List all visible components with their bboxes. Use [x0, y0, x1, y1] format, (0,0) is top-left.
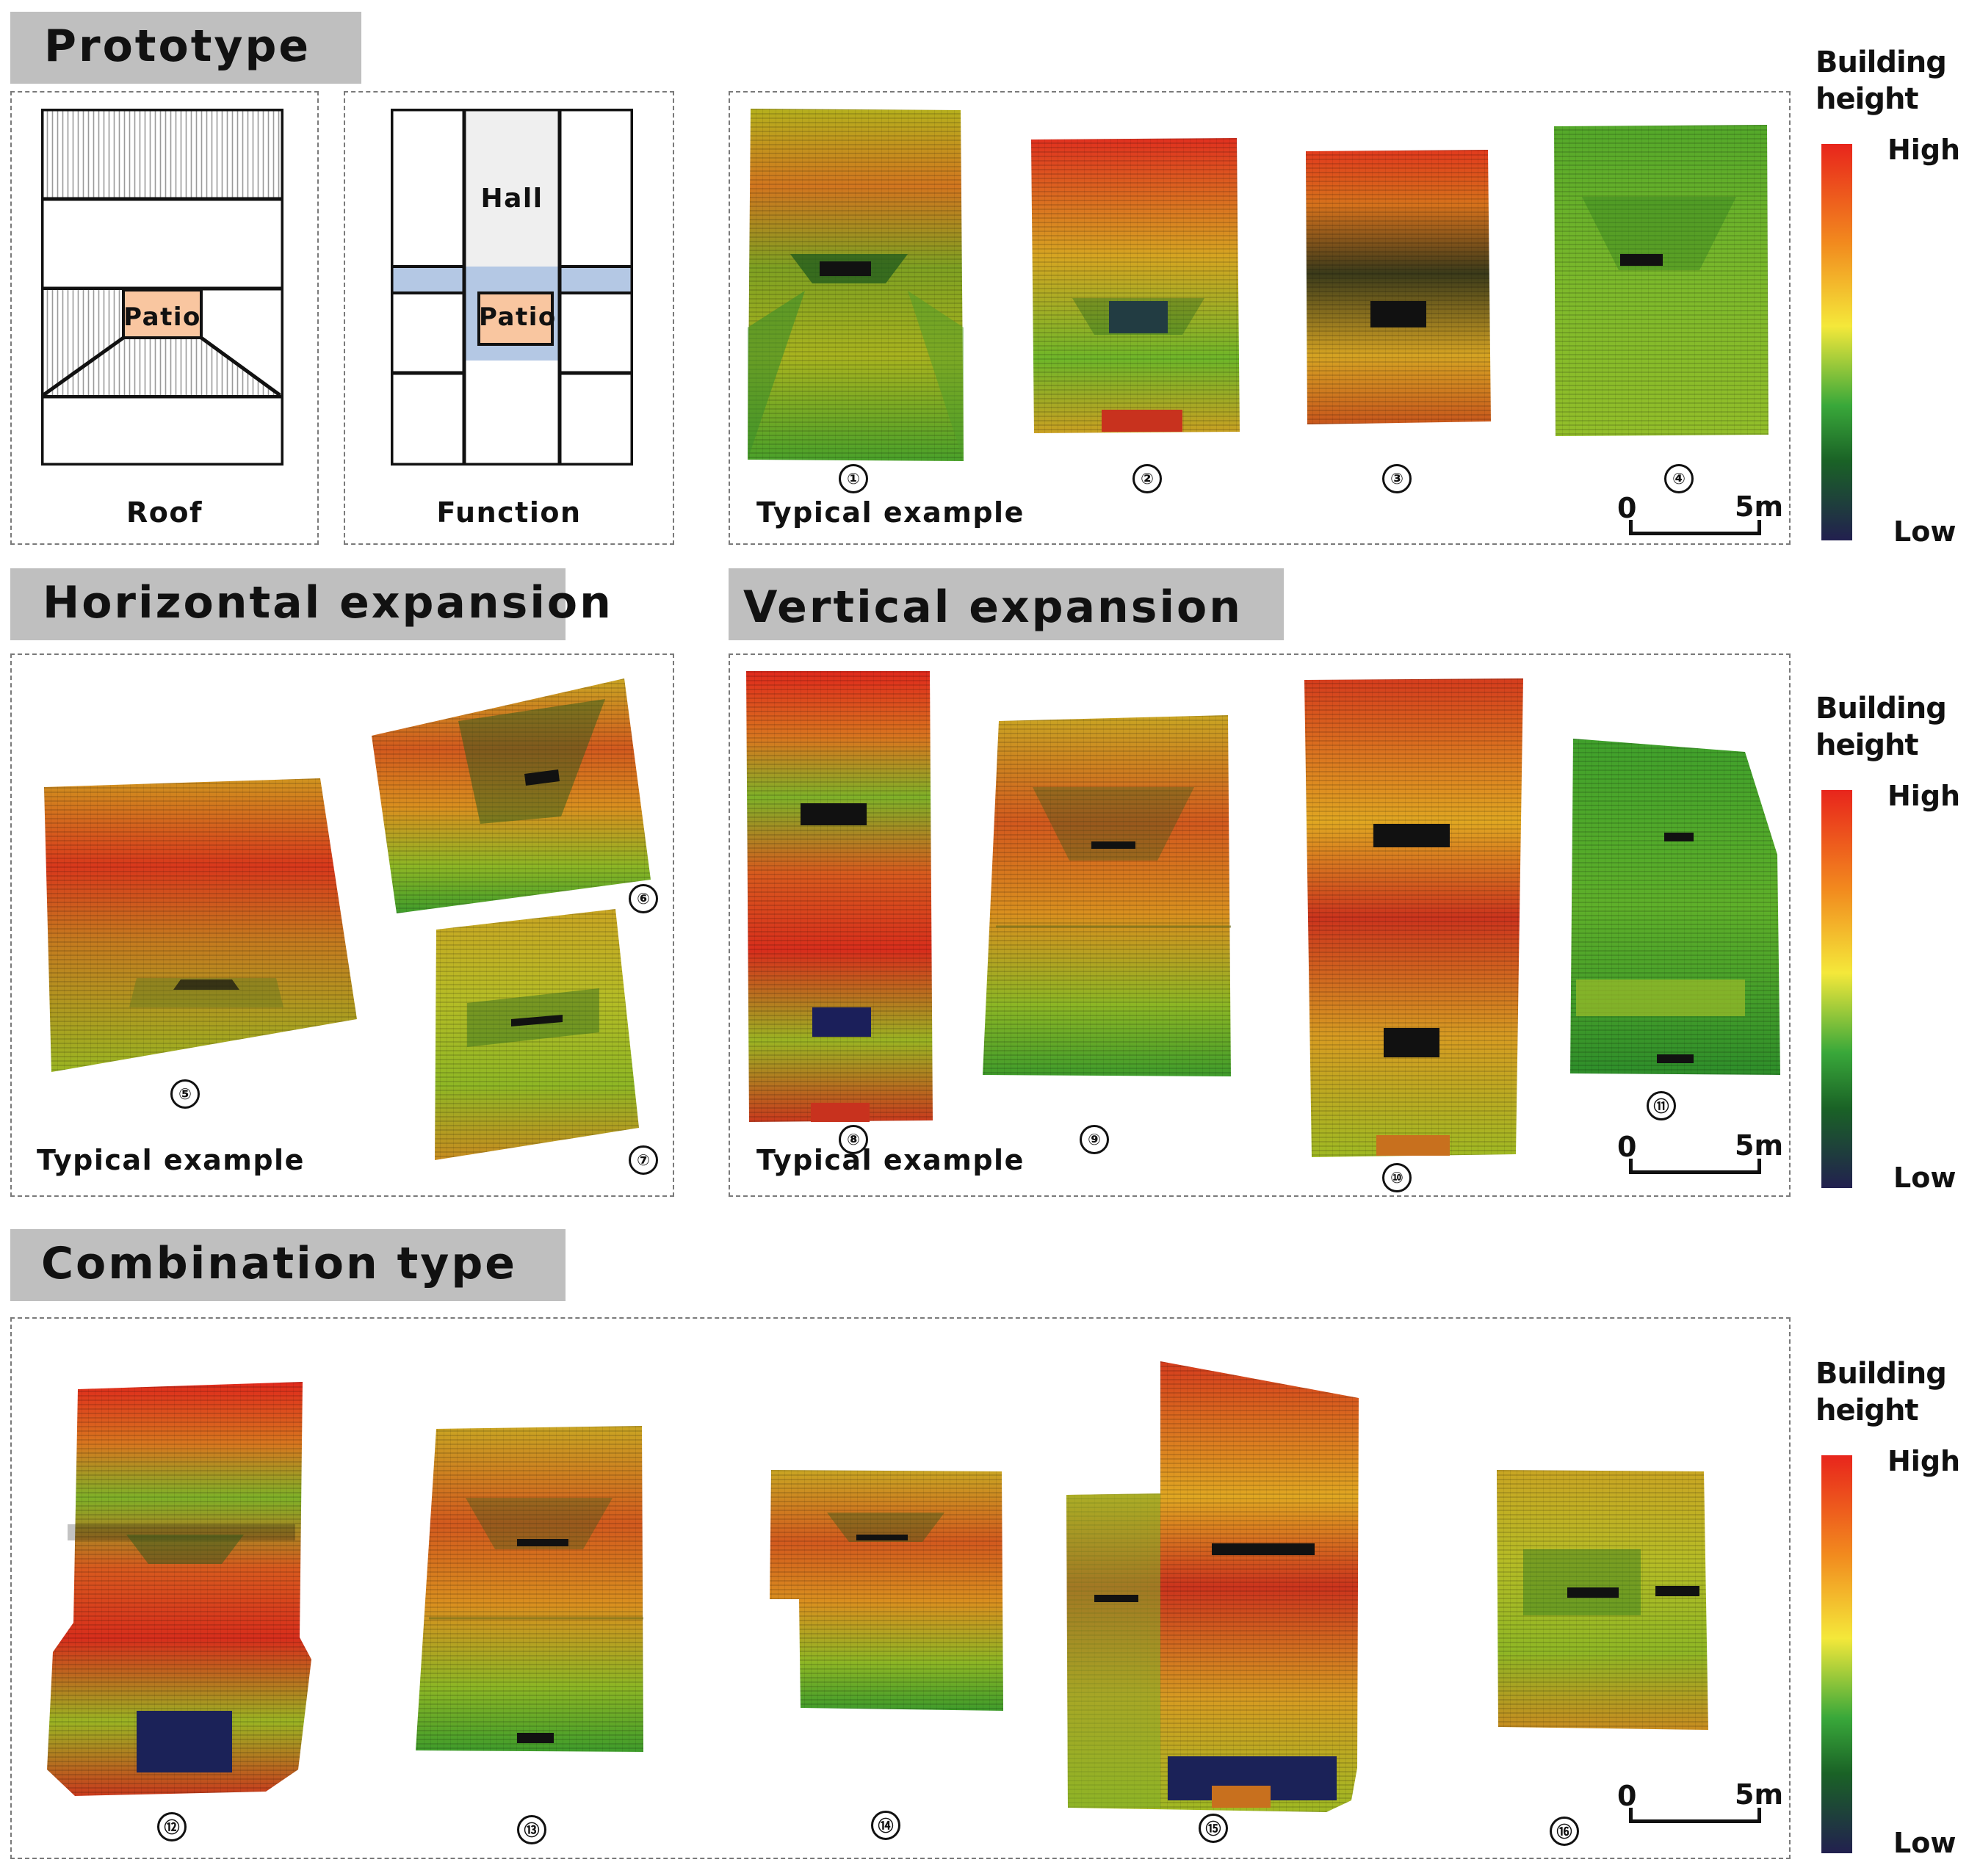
legend-2-color-bar — [1821, 790, 1852, 1188]
legend-1-high: High — [1887, 134, 1961, 166]
scale-bar-3-end: 5m — [1735, 1778, 1784, 1811]
example-number-1: ① — [839, 464, 868, 493]
building-point-cloud-16 — [1497, 1470, 1708, 1730]
building-point-cloud-7 — [435, 909, 639, 1160]
legend-3-low: Low — [1893, 1827, 1957, 1859]
building-point-cloud-15 — [1066, 1361, 1359, 1812]
example-number-9: ⑨ — [1080, 1125, 1109, 1154]
legend-3-title-line1: Building — [1816, 1357, 1947, 1391]
roof-label: Roof — [126, 496, 203, 529]
legend-1-color-bar — [1821, 144, 1852, 540]
scale-bar-1 — [1629, 532, 1761, 535]
example-number-6: ⑥ — [629, 884, 658, 913]
combination-examples-panel — [10, 1317, 1791, 1859]
scale-bar-1-tick-right — [1757, 520, 1761, 535]
example-number-11: ⑪ — [1647, 1091, 1676, 1120]
scale-bar-3 — [1629, 1819, 1761, 1823]
scale-bar-2-end: 5m — [1735, 1129, 1784, 1162]
legend-2-title-line2: height — [1816, 728, 1919, 762]
roof-hatched-left — [43, 290, 123, 395]
building-point-cloud-14 — [770, 1470, 1003, 1711]
function-patio — [477, 291, 554, 346]
scale-bar-3-tick-left — [1629, 1808, 1633, 1823]
roof-hatched-top — [43, 111, 281, 199]
scale-bar-2-tick-right — [1757, 1159, 1761, 1174]
example-number-14: ⑭ — [871, 1811, 900, 1840]
hall-area — [464, 111, 560, 267]
example-number-13: ⑬ — [517, 1815, 546, 1844]
scale-bar-3-tick-right — [1757, 1808, 1761, 1823]
example-number-7: ⑦ — [629, 1145, 658, 1175]
prototype-header: Prototype — [44, 21, 311, 72]
example-number-15: ⑮ — [1199, 1814, 1228, 1843]
prototype-examples-panel — [729, 91, 1791, 545]
example-number-16: ⑯ — [1550, 1817, 1579, 1846]
combination-type-header: Combination type — [41, 1238, 517, 1289]
example-number-8: ⑧ — [839, 1125, 868, 1154]
prototype-header-bar — [10, 12, 361, 84]
legend-1-title-line1: Building — [1816, 46, 1947, 79]
building-point-cloud-2 — [1031, 138, 1240, 433]
legend-3-color-bar — [1821, 1455, 1852, 1853]
scale-bar-3-zero: 0 — [1617, 1780, 1637, 1812]
building-point-cloud-5 — [44, 778, 357, 1072]
building-point-cloud-3 — [1306, 150, 1491, 424]
building-point-cloud-12 — [47, 1382, 311, 1796]
legend-2-title-line1: Building — [1816, 692, 1947, 725]
prototype-typical-example-label: Typical example — [756, 496, 1025, 529]
vertical-expansion-header-bar — [729, 568, 1284, 640]
legend-3-title-line2: height — [1816, 1394, 1919, 1427]
scale-bar-2-tick-left — [1629, 1159, 1633, 1174]
function-diagram — [391, 109, 633, 466]
legend-1-low: Low — [1893, 515, 1957, 548]
scale-bar-2-zero: 0 — [1617, 1131, 1637, 1163]
example-number-5: ⑤ — [170, 1079, 200, 1109]
building-point-cloud-13 — [416, 1426, 643, 1752]
scale-bar-1-zero: 0 — [1617, 492, 1637, 524]
corridor-horizontal — [393, 267, 631, 293]
example-number-3: ③ — [1382, 464, 1412, 493]
horizontal-expansion-header-bar — [10, 568, 566, 640]
building-point-cloud-9 — [983, 715, 1231, 1076]
vertical-examples-panel — [729, 653, 1791, 1197]
example-number-10: ⑩ — [1382, 1163, 1412, 1192]
horizontal-typical-example-label: Typical example — [37, 1144, 305, 1176]
roof-diagram — [41, 109, 283, 466]
building-point-cloud-8 — [746, 671, 933, 1122]
vertical-typical-example-label: Typical example — [756, 1144, 1025, 1176]
example-number-2: ② — [1132, 464, 1162, 493]
function-patio-label: Patio — [479, 303, 557, 332]
scale-bar-1-end: 5m — [1735, 490, 1784, 523]
example-number-4: ④ — [1664, 464, 1694, 493]
building-point-cloud-11 — [1570, 739, 1780, 1075]
function-diagram-panel — [344, 91, 674, 545]
roof-patio-label: Patio — [123, 303, 201, 332]
combination-type-header-bar — [10, 1229, 566, 1301]
legend-1-title-line2: height — [1816, 82, 1919, 116]
scale-bar-1-tick-left — [1629, 520, 1633, 535]
horizontal-expansion-header: Horizontal expansion — [43, 577, 613, 629]
building-point-cloud-10 — [1304, 678, 1523, 1157]
horizontal-examples-panel — [10, 653, 674, 1197]
building-point-cloud-4 — [1554, 125, 1769, 436]
building-point-cloud-6 — [372, 678, 651, 913]
legend-2-low: Low — [1893, 1162, 1957, 1194]
example-number-12: ⑫ — [157, 1812, 187, 1841]
function-label: Function — [436, 496, 582, 529]
building-point-cloud-1 — [748, 109, 964, 461]
roof-diagram-panel — [10, 91, 319, 545]
hall-label: Hall — [480, 184, 543, 214]
legend-3-high: High — [1887, 1445, 1961, 1477]
legend-2-high: High — [1887, 780, 1961, 812]
scale-bar-2 — [1629, 1170, 1761, 1174]
vertical-expansion-header: Vertical expansion — [743, 582, 1243, 633]
roof-patio — [122, 289, 203, 339]
